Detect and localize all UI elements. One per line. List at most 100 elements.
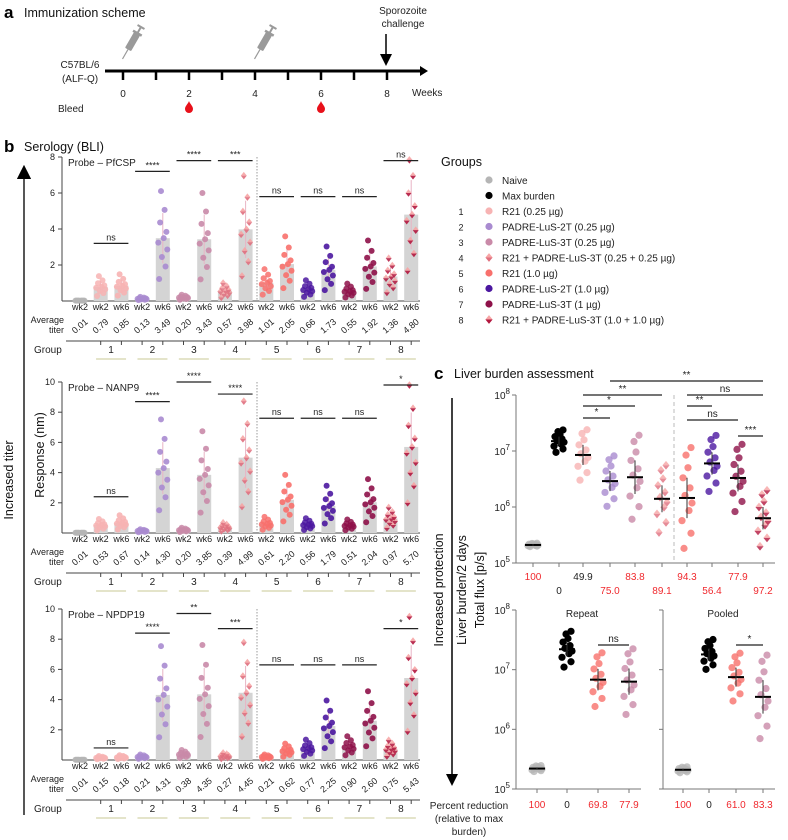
legend-group-number: 2 (458, 223, 463, 233)
data-point (610, 495, 618, 503)
data-point (729, 489, 737, 497)
data-point (728, 663, 736, 672)
data-point-diamond (404, 266, 411, 275)
mean-bar (155, 694, 170, 760)
mean-bar (155, 468, 170, 533)
data-point (203, 661, 209, 668)
y-tick-label: 10 (45, 604, 55, 614)
y-tick-label: 6 (50, 437, 55, 447)
circle-marker-icon (485, 207, 493, 215)
mean-bar (238, 692, 253, 760)
percent-reduction-value: 77.9 (619, 800, 639, 811)
average-titer-value: 0.39 (215, 549, 235, 568)
data-point (370, 713, 377, 720)
data-point (763, 651, 771, 659)
data-point (703, 472, 711, 480)
data-point-diamond (391, 270, 398, 278)
data-point (116, 752, 123, 759)
data-point-diamond (239, 732, 245, 741)
mean-bar (404, 678, 419, 760)
legend-group-number: 7 (458, 300, 463, 310)
data-point (202, 236, 209, 243)
data-point (735, 668, 743, 676)
data-point-diamond (238, 230, 245, 239)
data-point-diamond (392, 277, 398, 285)
average-titer-value: 4.31 (153, 776, 173, 795)
data-point (362, 265, 369, 272)
data-point (591, 702, 599, 711)
percent-reduction-value: 100 (675, 800, 692, 811)
legend-group-number: 4 (458, 254, 463, 264)
percent-reduction-value: 83.3 (753, 800, 773, 811)
column-week-label: wk2 (216, 302, 233, 312)
average-titer-value: 2.05 (277, 317, 297, 336)
group-number: 1 (108, 577, 114, 588)
column-week-label: wk2 (92, 302, 109, 312)
significance-label: ns (355, 654, 365, 664)
data-point-diamond (241, 476, 248, 485)
average-titer-value: 0.51 (339, 549, 359, 568)
y-tick-label: 4 (50, 224, 55, 234)
data-point (371, 504, 378, 511)
group-number: 5 (274, 345, 280, 356)
panel-c-label: c (434, 364, 443, 383)
data-point (203, 498, 210, 505)
circle-marker-icon (485, 222, 493, 231)
mean-bar (197, 239, 212, 301)
significance-label: ns (355, 186, 365, 196)
timeline-ticks: 0 2 4 6 8 (120, 24, 390, 113)
data-point (630, 681, 638, 689)
percent-reduction-label-line1: Percent reduction (430, 801, 508, 812)
data-point-diamond (247, 238, 254, 247)
data-point-diamond (391, 513, 398, 521)
data-point-diamond (763, 485, 771, 495)
group-number: 4 (232, 345, 238, 356)
data-point (610, 452, 618, 460)
data-point (204, 684, 211, 691)
data-point (601, 488, 609, 497)
data-point (635, 503, 643, 511)
percent-reduction-value: 69.8 (588, 800, 608, 811)
data-point-diamond (238, 693, 245, 702)
data-point (709, 661, 717, 669)
groups-legend: Groups Naive Max burden 1 R21 (0.25 µg) 2 PAD… (441, 155, 675, 327)
average-titer-value: 0.90 (339, 776, 359, 795)
data-point (197, 276, 204, 283)
column-week-label: wk6 (154, 302, 171, 312)
legend-group-number: 1 (458, 207, 463, 217)
data-point (204, 230, 211, 237)
data-point (158, 711, 165, 718)
y-tick-label: 8 (50, 152, 55, 162)
data-point (704, 448, 712, 456)
data-point (158, 254, 165, 261)
group-number: 3 (191, 577, 197, 588)
data-point-diamond (663, 497, 671, 507)
data-point (324, 733, 331, 740)
column-week-label: wk2 (340, 302, 357, 312)
column-week-label: wk6 (319, 534, 336, 544)
data-point-diamond (239, 672, 246, 680)
data-point (365, 476, 371, 483)
mean-bar (404, 214, 419, 301)
week-tick-label: 4 (252, 89, 258, 100)
average-titer-value: 1.36 (380, 317, 400, 336)
data-point (365, 508, 372, 515)
column-week-label: wk6 (278, 761, 295, 771)
data-point (115, 517, 122, 524)
data-point (200, 489, 207, 496)
significance-label: * (399, 374, 403, 384)
data-point-diamond (239, 435, 246, 443)
column-week-label: wk6 (195, 302, 212, 312)
data-point (739, 477, 747, 485)
data-point (329, 719, 335, 726)
data-point-diamond (762, 508, 770, 518)
group-row-label: Group (34, 577, 62, 588)
column-week-label: wk2 (299, 761, 316, 771)
data-point (620, 692, 628, 701)
data-point (344, 516, 351, 523)
average-titer-value: 0.01 (70, 317, 90, 336)
data-point (323, 482, 330, 489)
diamond-marker-icon (485, 315, 493, 324)
group-number: 8 (398, 804, 404, 815)
